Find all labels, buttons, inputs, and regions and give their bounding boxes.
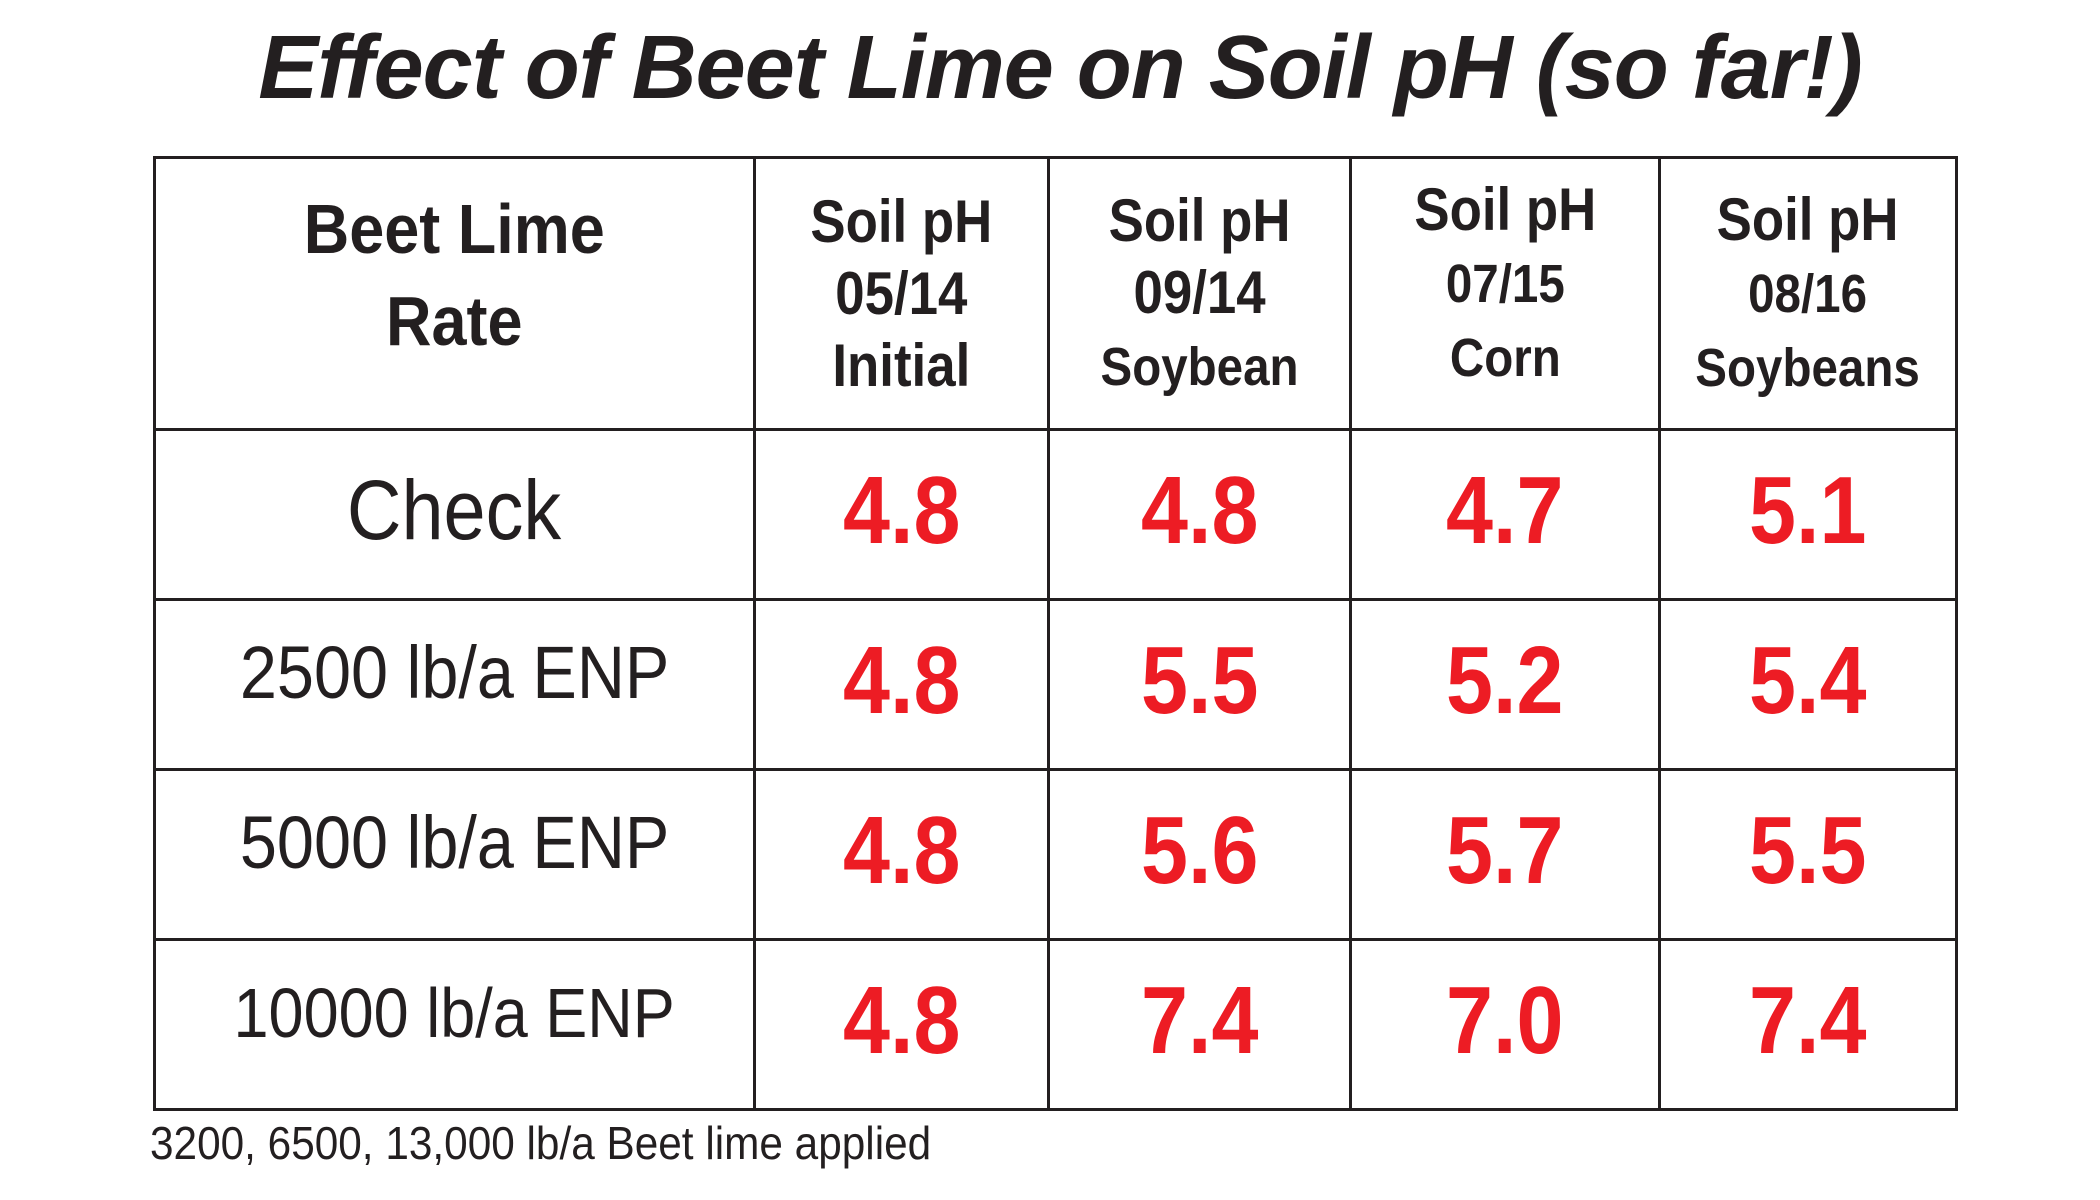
footnote: 3200, 6500, 13,000 lb/a Beet lime applie…	[150, 1117, 932, 1169]
ph-value-cell: 4.8	[753, 428, 1050, 601]
header-beet-lime-rate: Beet Lime Rate	[153, 156, 756, 431]
ph-value-cell: 4.8	[753, 598, 1050, 771]
header-line: Soybean	[1100, 336, 1299, 397]
header-line: 05/14	[835, 259, 968, 327]
rate-label: 5000 lb/a ENP	[239, 801, 670, 884]
ph-value-cell: 5.7	[1349, 768, 1661, 941]
rate-label: 10000 lb/a ENP	[233, 973, 676, 1052]
ph-value-cell: 4.7	[1349, 428, 1661, 601]
ph-value-cell: 5.4	[1658, 598, 1958, 771]
ph-value-cell: 4.8	[753, 768, 1050, 941]
header-line: Beet Lime	[303, 189, 606, 268]
header-soil-ph-05-14: Soil pH 05/14 Initial	[753, 156, 1050, 431]
ph-value-cell: 7.4	[1658, 938, 1958, 1111]
header-line: Soil pH	[1108, 186, 1291, 254]
header-line: Soybeans	[1695, 337, 1921, 398]
ph-value-cell: 7.0	[1349, 938, 1661, 1111]
soil-ph-table: Beet Lime Rate Soil pH 05/14 Initial Soi…	[153, 156, 1958, 1111]
header-line: Corn	[1449, 327, 1561, 388]
header-line: Soil pH	[810, 187, 993, 255]
ph-value-cell: 5.2	[1349, 598, 1661, 771]
ph-value-cell: 5.1	[1658, 428, 1958, 601]
ph-value: 5.5	[1749, 796, 1867, 904]
rate-cell: Check	[153, 428, 756, 601]
table-header-row: Beet Lime Rate Soil pH 05/14 Initial Soi…	[153, 156, 1958, 431]
ph-value: 7.4	[1749, 966, 1867, 1074]
table-row: 5000 lb/a ENP 4.8 5.6 5.7 5.5	[153, 768, 1958, 941]
table-row: 2500 lb/a ENP 4.8 5.5 5.2 5.4	[153, 598, 1958, 771]
header-line: 08/16	[1748, 263, 1868, 324]
ph-value: 5.6	[1140, 796, 1259, 904]
ph-value: 4.8	[842, 966, 961, 1074]
header-soil-ph-07-15: Soil pH 07/15 Corn	[1349, 156, 1661, 431]
rate-cell: 10000 lb/a ENP	[153, 938, 756, 1111]
header-line: Soil pH	[1414, 175, 1596, 243]
ph-value-cell: 5.5	[1658, 768, 1958, 941]
ph-value: 4.8	[842, 626, 961, 734]
ph-value: 5.1	[1749, 456, 1867, 564]
ph-value: 5.4	[1749, 626, 1867, 734]
ph-value: 5.7	[1446, 796, 1564, 904]
rate-cell: 5000 lb/a ENP	[153, 768, 756, 941]
ph-value: 5.5	[1140, 626, 1259, 734]
ph-value-cell: 4.8	[1047, 428, 1352, 601]
header-soil-ph-09-14: Soil pH 09/14 Soybean	[1047, 156, 1352, 431]
header-line: Soil pH	[1717, 185, 1899, 253]
rate-cell: 2500 lb/a ENP	[153, 598, 756, 771]
table-row: Check 4.8 4.8 4.7 5.1	[153, 428, 1958, 601]
ph-value: 4.8	[842, 456, 961, 564]
header-line: 07/15	[1445, 253, 1565, 314]
ph-value: 7.4	[1140, 966, 1259, 1074]
ph-value-cell: 5.6	[1047, 768, 1352, 941]
ph-value-cell: 7.4	[1047, 938, 1352, 1111]
rate-label: Check	[347, 463, 562, 557]
ph-value-cell: 5.5	[1047, 598, 1352, 771]
header-soil-ph-08-16: Soil pH 08/16 Soybeans	[1658, 156, 1958, 431]
header-line: Initial	[832, 331, 971, 399]
header-line: 09/14	[1133, 258, 1266, 326]
ph-value: 7.0	[1446, 966, 1564, 1074]
page-title: Effect of Beet Lime on Soil pH (so far!)	[258, 18, 1862, 118]
header-line: Rate	[386, 281, 523, 360]
table-row: 10000 lb/a ENP 4.8 7.4 7.0 7.4	[153, 938, 1958, 1111]
ph-value: 5.2	[1446, 626, 1564, 734]
ph-value-cell: 4.8	[753, 938, 1050, 1111]
rate-label: 2500 lb/a ENP	[239, 631, 670, 714]
ph-value: 4.7	[1446, 456, 1564, 564]
ph-value: 4.8	[842, 796, 961, 904]
ph-value: 4.8	[1140, 456, 1259, 564]
